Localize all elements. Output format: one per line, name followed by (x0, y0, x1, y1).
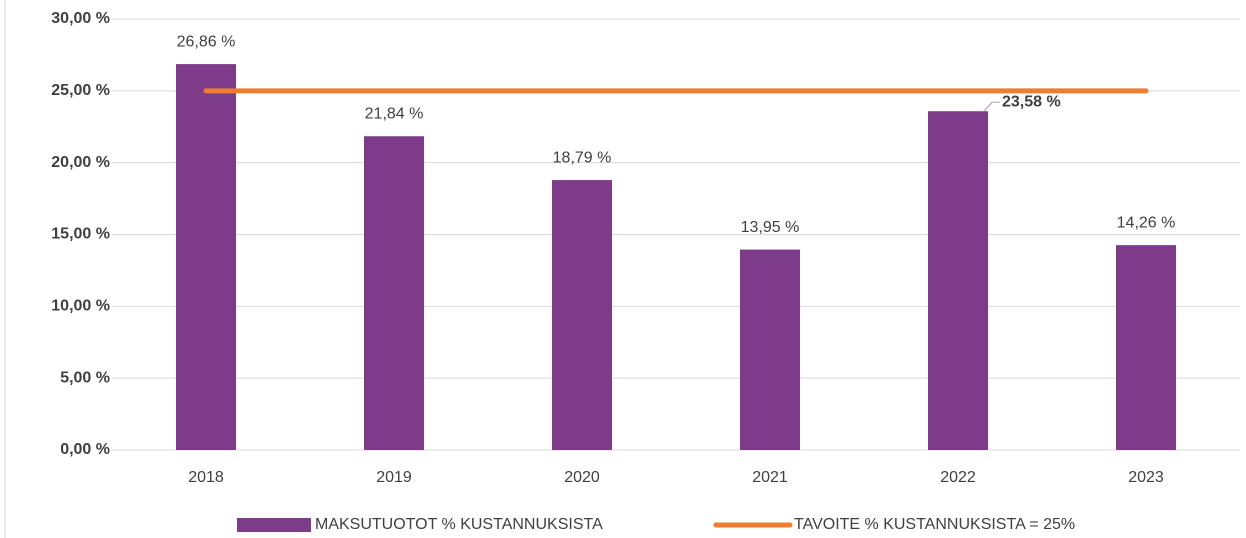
bar (1116, 245, 1176, 450)
y-tick-label: 30,00 % (51, 10, 110, 27)
data-label: 23,58 % (1002, 93, 1061, 110)
y-tick-label: 20,00 % (51, 154, 110, 171)
x-tick-label: 2021 (752, 469, 788, 486)
bar (740, 249, 800, 450)
bar (364, 136, 424, 450)
data-label: 14,26 % (1117, 214, 1176, 231)
legend-swatch (237, 518, 311, 532)
x-tick-label: 2023 (1128, 469, 1164, 486)
bar (928, 111, 988, 450)
bar (552, 180, 612, 450)
data-label: 21,84 % (365, 105, 424, 122)
leader-line (983, 101, 1000, 112)
data-label: 18,79 % (553, 149, 612, 166)
y-tick-label: 10,00 % (51, 298, 110, 315)
y-tick-label: 0,00 % (60, 441, 110, 458)
x-tick-label: 2020 (564, 469, 600, 486)
x-tick-label: 2019 (376, 469, 412, 486)
y-tick-label: 5,00 % (60, 369, 110, 386)
data-label: 13,95 % (741, 219, 800, 236)
bar (176, 64, 236, 451)
y-tick-label: 25,00 % (51, 82, 110, 99)
legend-label: MAKSUTUOTOT % KUSTANNUKSISTA (315, 516, 603, 533)
legend-label: TAVOITE % KUSTANNUKSISTA = 25% (794, 516, 1075, 533)
data-label: 26,86 % (177, 33, 236, 50)
x-tick-label: 2018 (188, 469, 224, 486)
x-tick-label: 2022 (940, 469, 976, 486)
y-tick-label: 15,00 % (51, 226, 110, 243)
